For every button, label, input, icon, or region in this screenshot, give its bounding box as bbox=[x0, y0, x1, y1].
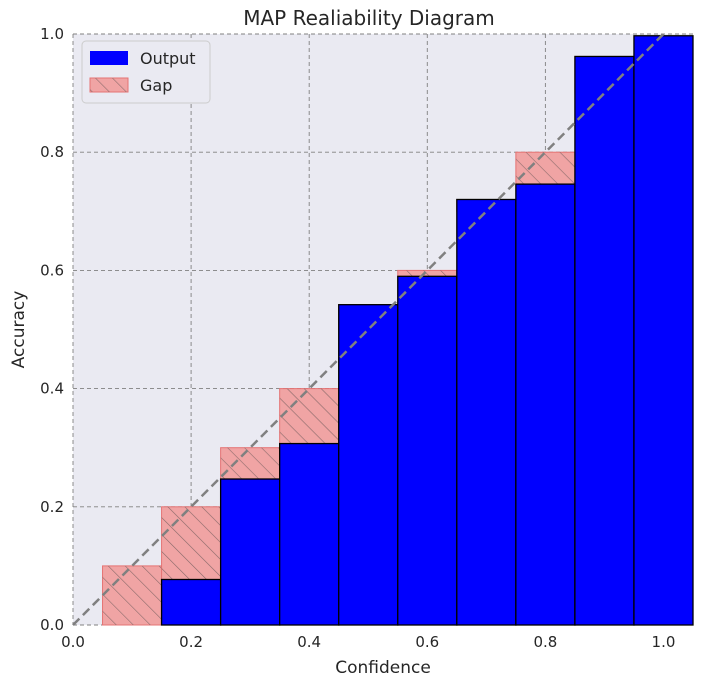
y-axis-label: Accuracy bbox=[9, 291, 29, 369]
x-tick-label: 0.6 bbox=[415, 633, 439, 651]
legend-label-output: Output bbox=[140, 49, 196, 68]
y-tick-label: 0.4 bbox=[40, 380, 64, 398]
x-tick-label: 0.2 bbox=[179, 633, 203, 651]
output-bar bbox=[456, 198, 517, 626]
legend-swatch-output bbox=[90, 51, 128, 65]
gap-bar-hatch bbox=[397, 270, 457, 277]
output-bar bbox=[160, 578, 222, 626]
output-bar bbox=[397, 275, 458, 626]
x-tick-label: 1.0 bbox=[652, 633, 676, 651]
output-bar bbox=[219, 478, 281, 626]
gap-bar-hatch bbox=[161, 506, 221, 580]
chart-title: MAP Realiability Diagram bbox=[243, 6, 495, 30]
x-tick-label: 0.0 bbox=[61, 633, 85, 651]
gap-bar-hatch bbox=[102, 565, 162, 625]
output-bar bbox=[515, 183, 576, 626]
output-bar bbox=[633, 35, 694, 626]
x-tick-label: 0.4 bbox=[297, 633, 321, 651]
y-tick-label: 0.8 bbox=[40, 143, 64, 161]
y-tick-label: 0.0 bbox=[40, 616, 64, 634]
output-bar bbox=[338, 304, 399, 626]
y-tick-label: 0.6 bbox=[40, 261, 64, 279]
x-tick-label: 0.8 bbox=[533, 633, 557, 651]
output-bar bbox=[279, 442, 340, 626]
y-tick-label: 0.2 bbox=[40, 498, 64, 516]
gap-bar-hatch bbox=[279, 388, 339, 444]
output-bars bbox=[160, 35, 694, 626]
output-bar bbox=[574, 55, 635, 626]
legend-swatch-gap-hatch bbox=[90, 78, 128, 92]
gap-bar-hatch bbox=[220, 447, 280, 480]
legend: Output Gap bbox=[81, 40, 211, 104]
tick-labels: 0.0 0.2 0.4 0.6 0.8 1.0 0.0 0.2 0.4 0.6 0.8 1.0 bbox=[40, 25, 675, 651]
x-axis-label: Confidence bbox=[335, 658, 431, 678]
y-tick-label: 1.0 bbox=[40, 25, 64, 43]
gap-bar-hatch bbox=[515, 152, 575, 185]
legend-label-gap: Gap bbox=[140, 76, 172, 95]
